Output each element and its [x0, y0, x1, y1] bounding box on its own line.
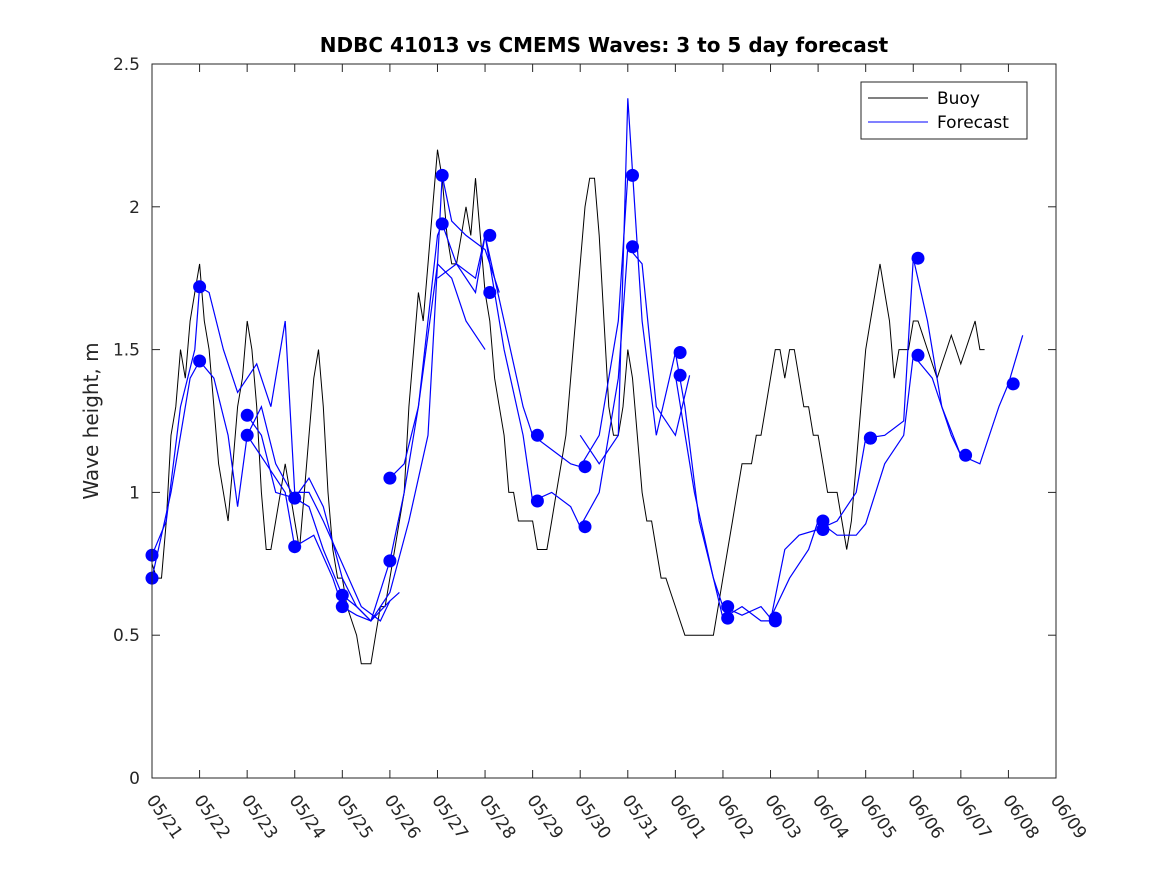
series-layer [145, 98, 1024, 665]
forecast-marker [1006, 377, 1020, 391]
forecast-marker [626, 168, 639, 182]
y-tick-label: 2.5 [113, 55, 140, 75]
series-line-forecast [151, 285, 391, 622]
forecast-marker [335, 588, 349, 602]
forecast-marker [383, 554, 397, 568]
forecast-marker [673, 346, 687, 359]
y-tick-label: 0.5 [113, 626, 140, 646]
forecast-marker [193, 280, 207, 294]
forecast-marker [435, 217, 449, 231]
chart-title: NDBC 41013 vs CMEMS Waves: 3 to 5 day fo… [320, 33, 889, 57]
forecast-marker [578, 460, 592, 474]
forecast-marker [768, 614, 782, 628]
series-line-forecast [246, 175, 500, 622]
legend: Buoy Forecast [860, 81, 1028, 140]
forecast-marker [578, 520, 592, 534]
forecast-marker [193, 354, 207, 368]
forecast-marker [721, 611, 735, 625]
legend-buoy-label: Buoy [937, 89, 980, 109]
forecast-marker [335, 600, 349, 614]
y-tick-label: 1 [129, 483, 140, 503]
forecast-marker [483, 286, 497, 299]
forecast-marker [673, 368, 687, 382]
series-line-forecast [437, 235, 691, 529]
y-tick-label: 1.5 [113, 341, 140, 361]
series-line-forecast [817, 335, 1024, 536]
forecast-marker [483, 228, 497, 242]
forecast-marker [435, 168, 449, 182]
forecast-marker [721, 600, 735, 614]
forecast-marker [240, 408, 254, 422]
plot-area [152, 64, 1056, 778]
plot-frame [151, 63, 1057, 779]
forecast-marker [530, 428, 544, 442]
forecast-marker [288, 491, 302, 505]
series-line-forecast [579, 98, 819, 620]
forecast-marker [530, 494, 544, 508]
legend-box [860, 81, 1028, 140]
forecast-marker [911, 348, 925, 362]
forecast-marker [626, 240, 639, 254]
forecast-marker [863, 431, 877, 445]
forecast-marker [383, 471, 397, 485]
y-tick-label: 2 [129, 198, 140, 218]
forecast-marker [240, 428, 254, 442]
y-axis-title: Wave height, m [79, 342, 103, 499]
forecast-marker [959, 448, 973, 462]
y-tick-label: 0 [129, 769, 140, 789]
legend-forecast-label: Forecast [937, 113, 1009, 133]
forecast-marker [288, 540, 302, 554]
forecast-marker [816, 523, 830, 536]
forecast-marker [911, 251, 925, 265]
series-line-forecast [389, 175, 629, 479]
